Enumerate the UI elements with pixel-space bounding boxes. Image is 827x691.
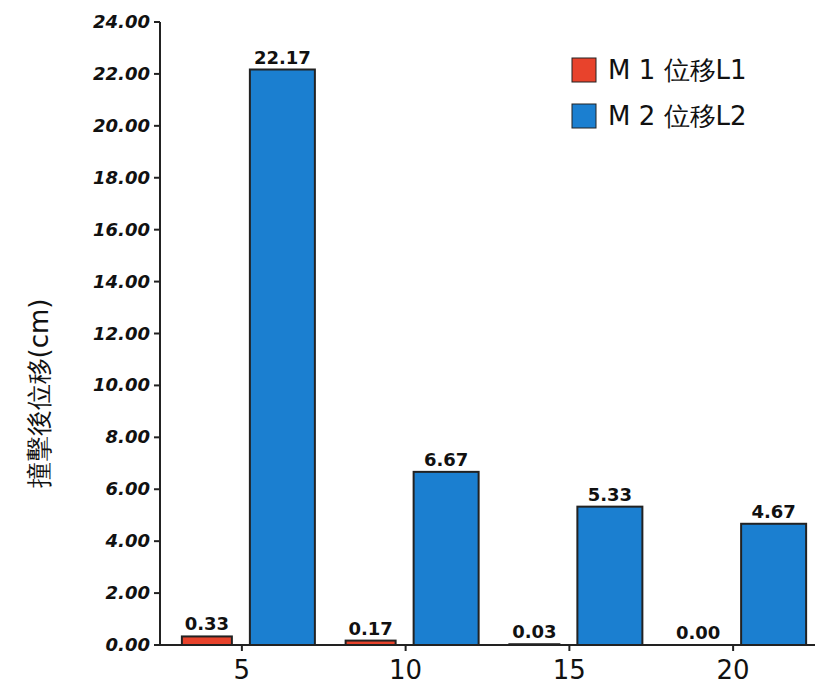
legend: M 1 位移L1 M 2 位移L2 [572, 55, 747, 131]
y-tick [154, 488, 160, 490]
data-label: 5.33 [588, 484, 632, 505]
data-label: 0.17 [348, 618, 392, 639]
data-label: 6.67 [424, 449, 468, 470]
chart: 0.33 0.17 0.03 0.00 22.17 6.67 5.33 4.67 0.00 2.0… [0, 0, 827, 691]
y-tick [154, 384, 160, 386]
y-tick [154, 540, 160, 542]
y-tick [154, 333, 160, 335]
y-tick-label: 10.00 [93, 374, 150, 395]
y-tick [154, 592, 160, 594]
y-tick-label: 0.00 [106, 634, 150, 655]
y-axis-title: 撞擊後位移(cm) [24, 299, 54, 489]
data-label: 0.00 [676, 622, 720, 643]
legend-swatch [572, 58, 596, 82]
y-tick [154, 125, 160, 127]
y-tick-label: 16.00 [93, 219, 150, 240]
data-label: 0.33 [185, 613, 229, 634]
y-tick-label: 14.00 [93, 271, 150, 292]
x-tick-label: 20 [717, 655, 750, 685]
legend-swatch [572, 104, 596, 128]
bar [250, 70, 315, 645]
y-tick-label: 2.00 [106, 582, 150, 603]
x-tick-label: 5 [234, 655, 251, 685]
data-label: 4.67 [751, 501, 795, 522]
bar [414, 472, 479, 645]
y-tick [154, 21, 160, 23]
x-tick [732, 645, 734, 651]
bar [182, 636, 232, 645]
y-tick-label: 4.00 [105, 530, 150, 551]
axes: 0.00 2.00 4.00 6.00 8.00 10.00 12.00 14.00 16.00… [93, 11, 815, 685]
y-tick-label: 24.00 [93, 11, 150, 32]
data-label: 0.03 [512, 621, 556, 642]
x-tick-label: 15 [553, 655, 586, 685]
x-tick [405, 645, 407, 651]
y-tick [154, 436, 160, 438]
data-labels: 0.33 0.17 0.03 0.00 22.17 6.67 5.33 4.67 [185, 47, 796, 643]
bar [577, 507, 642, 645]
y-tick-label: 22.00 [93, 63, 150, 84]
data-label: 22.17 [254, 47, 311, 68]
legend-label: M 2 位移L2 [608, 101, 747, 131]
x-tick [241, 645, 243, 651]
y-tick [154, 281, 160, 283]
y-tick [154, 644, 160, 646]
bars [182, 70, 806, 645]
legend-label: M 1 位移L1 [608, 55, 747, 85]
y-tick-label: 12.00 [93, 323, 150, 344]
bar [741, 524, 806, 645]
y-tick-label: 18.00 [93, 167, 150, 188]
y-tick [154, 73, 160, 75]
x-tick-label: 10 [389, 655, 422, 685]
y-tick [154, 177, 160, 179]
y-tick [154, 229, 160, 231]
y-tick-label: 8.00 [106, 426, 150, 447]
x-tick [568, 645, 570, 651]
x-axis-line [160, 644, 815, 646]
y-tick-label: 6.00 [106, 478, 150, 499]
y-tick-label: 20.00 [93, 115, 150, 136]
